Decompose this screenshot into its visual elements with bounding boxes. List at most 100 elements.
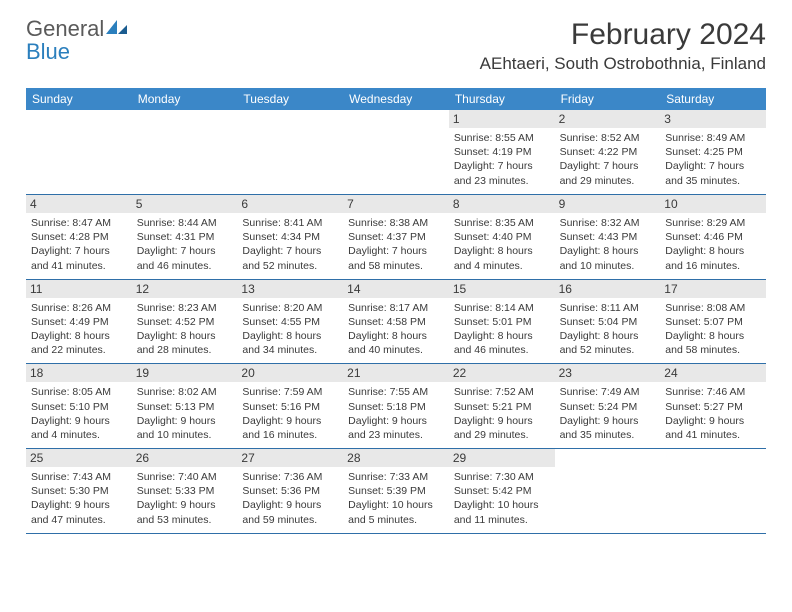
day-info: Sunrise: 8:26 AMSunset: 4:49 PMDaylight:…: [31, 301, 127, 358]
calendar-cell: 19 Sunrise: 8:02 AMSunset: 5:13 PMDayligh…: [132, 363, 238, 448]
sunrise-line: Sunrise: 8:38 AM: [348, 216, 444, 230]
day-info: Sunrise: 8:32 AMSunset: 4:43 PMDaylight:…: [560, 216, 656, 273]
daylight-line: Daylight: 8 hours and 34 minutes.: [242, 329, 338, 357]
sunset-line: Sunset: 4:37 PM: [348, 230, 444, 244]
day-info: Sunrise: 8:47 AMSunset: 4:28 PMDaylight:…: [31, 216, 127, 273]
day-number: 21: [343, 364, 449, 382]
day-info: Sunrise: 8:02 AMSunset: 5:13 PMDaylight:…: [137, 385, 233, 442]
sunrise-line: Sunrise: 7:40 AM: [137, 470, 233, 484]
calendar-grid: 1 Sunrise: 8:55 AMSunset: 4:19 PMDaylight…: [26, 110, 766, 533]
sunset-line: Sunset: 5:21 PM: [454, 400, 550, 414]
weekday-fri: Friday: [555, 88, 661, 110]
day-number: 16: [555, 280, 661, 298]
daylight-line: Daylight: 8 hours and 46 minutes.: [454, 329, 550, 357]
day-info: Sunrise: 8:52 AMSunset: 4:22 PMDaylight:…: [560, 131, 656, 188]
day-number: 29: [449, 449, 555, 467]
day-info: Sunrise: 8:05 AMSunset: 5:10 PMDaylight:…: [31, 385, 127, 442]
daylight-line: Daylight: 7 hours and 29 minutes.: [560, 159, 656, 187]
daylight-line: Daylight: 8 hours and 52 minutes.: [560, 329, 656, 357]
calendar-cell: 24Sunrise: 7:46 AMSunset: 5:27 PMDayligh…: [660, 363, 766, 448]
sunrise-line: Sunrise: 8:02 AM: [137, 385, 233, 399]
sunrise-line: Sunrise: 8:23 AM: [137, 301, 233, 315]
sunrise-line: Sunrise: 8:49 AM: [665, 131, 761, 145]
daylight-line: Daylight: 7 hours and 58 minutes.: [348, 244, 444, 272]
day-number: 6: [237, 195, 343, 213]
calendar-cell: 14Sunrise: 8:17 AMSunset: 4:58 PMDayligh…: [343, 279, 449, 364]
day-number: 1: [449, 110, 555, 128]
sunrise-line: Sunrise: 7:49 AM: [560, 385, 656, 399]
day-info: Sunrise: 7:33 AMSunset: 5:39 PMDaylight:…: [348, 470, 444, 527]
day-number: 7: [343, 195, 449, 213]
calendar-cell: 11 Sunrise: 8:26 AMSunset: 4:49 PMDayligh…: [26, 279, 132, 364]
month-title: February 2024: [480, 18, 766, 52]
calendar-cell: [555, 448, 661, 533]
sunset-line: Sunset: 4:49 PM: [31, 315, 127, 329]
day-number: 26: [132, 449, 238, 467]
day-info: Sunrise: 7:52 AMSunset: 5:21 PMDaylight:…: [454, 385, 550, 442]
day-number: 8: [449, 195, 555, 213]
sunrise-line: Sunrise: 8:52 AM: [560, 131, 656, 145]
sunset-line: Sunset: 4:55 PM: [242, 315, 338, 329]
day-info: Sunrise: 8:35 AMSunset: 4:40 PMDaylight:…: [454, 216, 550, 273]
calendar-cell: 7 Sunrise: 8:38 AMSunset: 4:37 PMDaylight…: [343, 194, 449, 279]
day-info: Sunrise: 8:38 AMSunset: 4:37 PMDaylight:…: [348, 216, 444, 273]
sunrise-line: Sunrise: 8:08 AM: [665, 301, 761, 315]
daylight-line: Daylight: 9 hours and 23 minutes.: [348, 414, 444, 442]
day-info: Sunrise: 8:44 AMSunset: 4:31 PMDaylight:…: [137, 216, 233, 273]
daylight-line: Daylight: 8 hours and 58 minutes.: [665, 329, 761, 357]
day-info: Sunrise: 8:23 AMSunset: 4:52 PMDaylight:…: [137, 301, 233, 358]
day-info: Sunrise: 7:46 AMSunset: 5:27 PMDaylight:…: [665, 385, 761, 442]
daylight-line: Daylight: 9 hours and 10 minutes.: [137, 414, 233, 442]
daylight-line: Daylight: 9 hours and 53 minutes.: [137, 498, 233, 526]
day-info: Sunrise: 8:41 AMSunset: 4:34 PMDaylight:…: [242, 216, 338, 273]
day-number: 10: [660, 195, 766, 213]
calendar-cell: 3Sunrise: 8:49 AMSunset: 4:25 PMDaylight…: [660, 110, 766, 194]
daylight-line: Daylight: 7 hours and 23 minutes.: [454, 159, 550, 187]
weekday-sat: Saturday: [660, 88, 766, 110]
day-number: 23: [555, 364, 661, 382]
day-info: Sunrise: 8:55 AMSunset: 4:19 PMDaylight:…: [454, 131, 550, 188]
calendar-cell: 10Sunrise: 8:29 AMSunset: 4:46 PMDayligh…: [660, 194, 766, 279]
day-info: Sunrise: 7:43 AMSunset: 5:30 PMDaylight:…: [31, 470, 127, 527]
calendar-cell: 23 Sunrise: 7:49 AMSunset: 5:24 PMDayligh…: [555, 363, 661, 448]
day-info: Sunrise: 7:49 AMSunset: 5:24 PMDaylight:…: [560, 385, 656, 442]
sunset-line: Sunset: 5:01 PM: [454, 315, 550, 329]
logo-general: General: [26, 16, 104, 41]
sunrise-line: Sunrise: 8:29 AM: [665, 216, 761, 230]
sunset-line: Sunset: 4:22 PM: [560, 145, 656, 159]
sunrise-line: Sunrise: 8:47 AM: [31, 216, 127, 230]
day-info: Sunrise: 8:17 AMSunset: 4:58 PMDaylight:…: [348, 301, 444, 358]
sunset-line: Sunset: 5:07 PM: [665, 315, 761, 329]
sunset-line: Sunset: 5:36 PM: [242, 484, 338, 498]
day-number: 3: [660, 110, 766, 128]
weekday-wed: Wednesday: [343, 88, 449, 110]
sunrise-line: Sunrise: 7:33 AM: [348, 470, 444, 484]
calendar-cell: 20Sunrise: 7:59 AMSunset: 5:16 PMDayligh…: [237, 363, 343, 448]
day-number: 27: [237, 449, 343, 467]
day-number: 11: [26, 280, 132, 298]
sunrise-line: Sunrise: 8:17 AM: [348, 301, 444, 315]
sunrise-line: Sunrise: 8:26 AM: [31, 301, 127, 315]
sunset-line: Sunset: 4:31 PM: [137, 230, 233, 244]
sunset-line: Sunset: 5:30 PM: [31, 484, 127, 498]
sunrise-line: Sunrise: 8:35 AM: [454, 216, 550, 230]
day-number: 19: [132, 364, 238, 382]
weekday-thu: Thursday: [449, 88, 555, 110]
day-number: 13: [237, 280, 343, 298]
sunrise-line: Sunrise: 8:14 AM: [454, 301, 550, 315]
calendar-cell: 27Sunrise: 7:36 AMSunset: 5:36 PMDayligh…: [237, 448, 343, 533]
calendar-cell: 8 Sunrise: 8:35 AMSunset: 4:40 PMDaylight…: [449, 194, 555, 279]
sunrise-line: Sunrise: 8:20 AM: [242, 301, 338, 315]
location: AEhtaeri, South Ostrobothnia, Finland: [480, 54, 766, 74]
calendar-cell: [343, 110, 449, 194]
daylight-line: Daylight: 9 hours and 16 minutes.: [242, 414, 338, 442]
weekday-mon: Monday: [132, 88, 238, 110]
sunset-line: Sunset: 5:27 PM: [665, 400, 761, 414]
day-number: 25: [26, 449, 132, 467]
weekday-sun: Sunday: [26, 88, 132, 110]
daylight-line: Daylight: 9 hours and 41 minutes.: [665, 414, 761, 442]
day-info: Sunrise: 8:14 AMSunset: 5:01 PMDaylight:…: [454, 301, 550, 358]
calendar-cell: 17Sunrise: 8:08 AMSunset: 5:07 PMDayligh…: [660, 279, 766, 364]
logo: General Blue: [26, 18, 128, 64]
sunrise-line: Sunrise: 8:32 AM: [560, 216, 656, 230]
